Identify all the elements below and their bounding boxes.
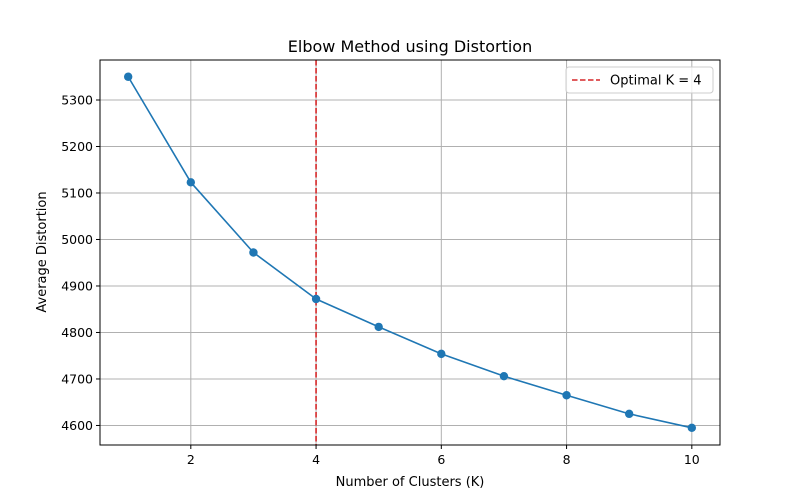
y-tick-label: 5300 <box>61 92 93 107</box>
x-tick-label: 6 <box>437 452 445 467</box>
x-tick-label: 10 <box>684 452 700 467</box>
chart-title: Elbow Method using Distortion <box>288 37 532 56</box>
y-tick-label: 5200 <box>61 139 93 154</box>
data-point <box>437 349 446 359</box>
y-tick-label: 5000 <box>61 232 93 247</box>
y-tick-label: 4600 <box>61 418 93 433</box>
data-point <box>624 409 634 419</box>
data-point <box>687 423 697 432</box>
y-tick-label: 4700 <box>61 371 93 386</box>
x-tick-label: 8 <box>563 452 571 467</box>
data-point <box>249 248 258 257</box>
legend-box <box>565 66 714 94</box>
y-axis: 4600 4700 4800 4900 5000 5100 5200 5300 <box>61 92 100 433</box>
series-layer <box>123 72 697 432</box>
x-axis-label: Number of Clusters (K) <box>336 475 485 490</box>
x-tick-label: 2 <box>187 452 195 467</box>
data-point <box>374 322 383 332</box>
data-point <box>562 391 571 400</box>
data-point <box>123 72 133 81</box>
series-line <box>127 76 692 429</box>
x-axis: 2 4 6 8 10 <box>187 445 700 467</box>
y-tick-label: 4900 <box>61 278 93 293</box>
y-tick-label: 4800 <box>61 325 93 340</box>
legend: Optimal K = 4 <box>565 66 714 94</box>
y-tick-label: 5100 <box>61 185 93 200</box>
data-point <box>311 294 321 304</box>
data-point <box>499 371 509 381</box>
data-point <box>186 178 196 187</box>
y-axis-label: Average Distortion <box>35 191 50 312</box>
legend-label-optimal: Optimal K = 4 <box>610 74 702 89</box>
x-tick-label: 4 <box>312 452 320 467</box>
plot-area-frame <box>99 59 721 446</box>
